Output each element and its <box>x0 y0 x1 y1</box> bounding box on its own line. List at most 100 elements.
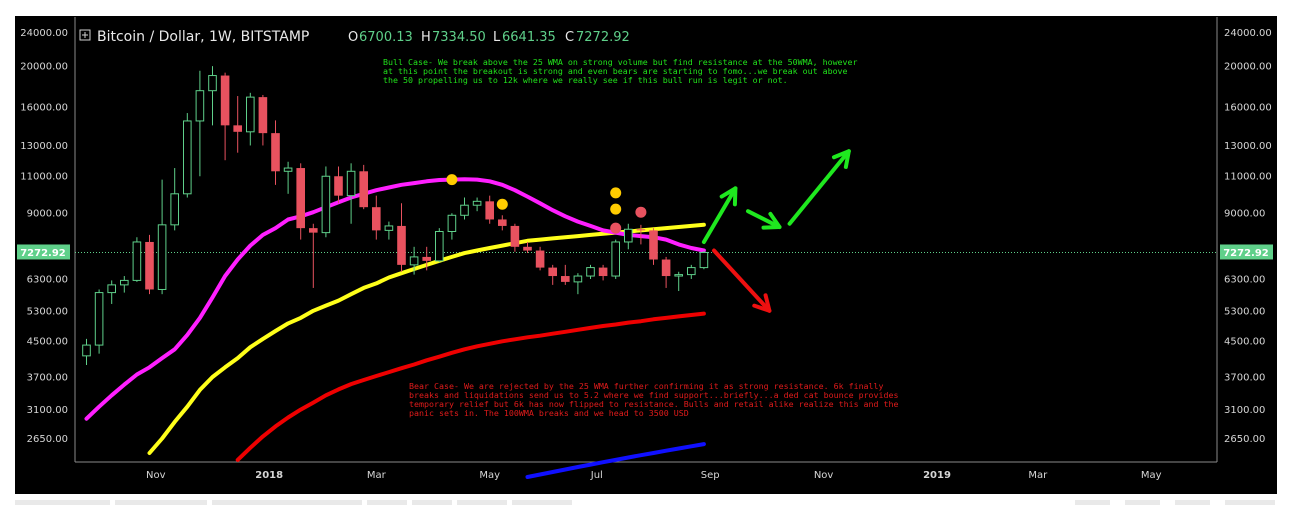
y-tick-label: 3100.00 <box>27 405 68 416</box>
bull-arrow <box>746 209 782 230</box>
signal-dot <box>496 198 508 210</box>
y-tick-label: 6300.00 <box>1224 274 1265 285</box>
candle-body <box>372 207 381 231</box>
y-tick-label: 16000.00 <box>20 103 68 114</box>
candle-body <box>447 214 457 232</box>
toolbar-placeholder <box>412 500 452 505</box>
candle-body <box>699 251 709 269</box>
x-tick-label: Nov <box>814 470 834 481</box>
plot-area[interactable] <box>75 17 1217 462</box>
candle-body <box>422 256 431 261</box>
expand-icon[interactable] <box>79 29 91 41</box>
toolbar-placeholder <box>1075 500 1110 505</box>
y-tick-label: 24000.00 <box>1224 28 1272 39</box>
candle-body <box>636 229 646 231</box>
y-tick-label: 3100.00 <box>1224 405 1265 416</box>
x-tick-label: May <box>479 470 500 481</box>
scenario-arrows <box>701 149 851 313</box>
bear-note-line-2: breaks and liquidations send us to 5.2 w… <box>409 390 899 400</box>
bull-note-line-2: at this point the breakout is strong and… <box>383 66 848 76</box>
bear-note-line-3: temporary relief but 6k has now flipped … <box>409 399 899 409</box>
candle-body <box>435 230 444 262</box>
candle-body <box>498 219 507 226</box>
symbol-title: Bitcoin / Dollar, 1W, BITSTAMP <box>97 29 309 45</box>
signal-dot <box>610 222 622 234</box>
y-tick-label: 9000.00 <box>27 209 68 220</box>
x-tick-label: Mar <box>1028 470 1048 481</box>
candle-body <box>309 228 318 233</box>
candle-body <box>132 241 142 281</box>
y-tick-label: 4500.00 <box>27 336 68 347</box>
candle-body <box>472 200 482 206</box>
ohlc-high-key: H <box>421 30 431 45</box>
toolbar-placeholder <box>512 500 572 505</box>
candle-body <box>359 171 368 208</box>
toolbar-placeholder <box>115 500 207 505</box>
candle-body <box>94 292 104 346</box>
bear-arrow <box>711 248 772 313</box>
last-price-tag-left: 7272.92 <box>20 248 66 259</box>
signal-dot <box>610 187 622 199</box>
y-tick-label: 5300.00 <box>27 306 68 317</box>
chart-header: Bitcoin / Dollar, 1W, BITSTAMP O 6700.13… <box>79 29 630 45</box>
bear-note-line-4: panic sets in. The 100WMA breaks and we … <box>409 408 689 418</box>
candles <box>82 66 709 365</box>
bull-note-line-3: the 50 propelling us to 12k where we rea… <box>383 75 788 85</box>
bull-arrow-head <box>719 186 738 207</box>
candle-body <box>561 276 570 282</box>
y-tick-label: 20000.00 <box>20 62 68 73</box>
y-axis-right: 2650.00 3100.00 3700.00 4500.00 5300.00 6300.… <box>1224 28 1272 445</box>
x-tick-label: Nov <box>146 470 166 481</box>
last-price-tag-left-bg <box>17 244 70 260</box>
candle-body <box>334 176 343 196</box>
y-tick-label: 13000.00 <box>1224 141 1272 152</box>
price-tag-left: 7272.92 <box>17 244 70 260</box>
candle-body <box>283 167 293 172</box>
signal-dot <box>446 174 458 186</box>
y-tick-label: 24000.00 <box>20 28 68 39</box>
toolbar-placeholder <box>1225 500 1275 505</box>
y-tick-label: 2650.00 <box>1224 434 1265 445</box>
toolbar-placeholder <box>457 500 507 505</box>
x-tick-label: Sep <box>701 470 720 481</box>
candle-body <box>460 204 469 216</box>
candle-body <box>548 267 557 277</box>
candle-body <box>246 96 255 133</box>
y-tick-label: 16000.00 <box>1224 103 1272 114</box>
bull-note-line-1: Bull Case- We break above the 25 WMA on … <box>383 57 858 67</box>
candle-body <box>120 279 129 286</box>
candle-body <box>598 267 608 277</box>
candle-body <box>82 344 91 357</box>
x-tick-label: May <box>1141 470 1162 481</box>
candle-body <box>586 267 595 277</box>
y-tick-label: 2650.00 <box>27 434 68 445</box>
toolbar-placeholder <box>212 500 362 505</box>
y-tick-label: 9000.00 <box>1224 209 1265 220</box>
candle-body <box>485 201 494 220</box>
candle-body <box>145 241 154 290</box>
candle-body <box>157 224 167 290</box>
candle-body <box>233 125 242 132</box>
candle-body <box>195 90 205 122</box>
ma25-line <box>84 177 706 421</box>
ohlc-open-value: 6700.13 <box>359 30 413 45</box>
y-tick-label: 5300.00 <box>1224 306 1265 317</box>
candle-body <box>624 228 633 243</box>
candle-body <box>510 225 520 247</box>
bottom-toolbar <box>0 496 1290 505</box>
x-tick-label: 2019 <box>923 470 951 481</box>
bull-arrow <box>787 149 851 226</box>
y-axis-left: 2650.00 3100.00 3700.00 4500.00 5300.00 6300.… <box>20 28 68 445</box>
candle-body <box>649 230 658 260</box>
signal-dot <box>610 203 622 215</box>
last-price-tag-right-bg <box>1220 244 1273 260</box>
candle-body <box>258 97 268 134</box>
candle-body <box>107 284 117 294</box>
candle-body <box>611 241 621 277</box>
bull-arrow-head <box>831 149 851 169</box>
x-tick-label: 2018 <box>255 470 283 481</box>
toolbar-placeholder <box>1175 500 1210 505</box>
y-tick-label: 3700.00 <box>1224 373 1265 384</box>
candle-body <box>208 75 217 92</box>
